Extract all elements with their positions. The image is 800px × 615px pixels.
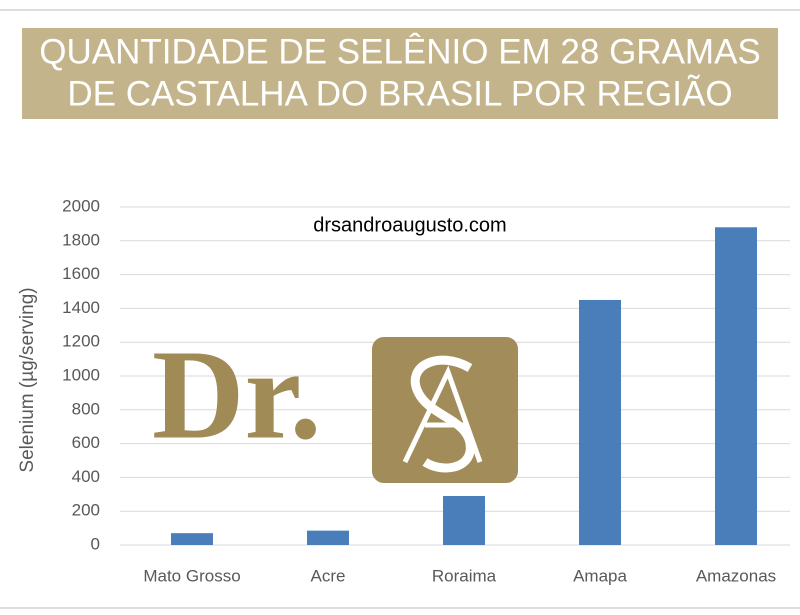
y-tick-label: 1200 (62, 332, 100, 351)
bar (443, 495, 485, 545)
x-tick-label: Amazonas (696, 566, 776, 585)
bar (715, 227, 757, 545)
x-tick-label: Acre (311, 566, 346, 585)
y-tick-label: 1000 (62, 365, 100, 384)
y-tick-label: 600 (72, 433, 100, 452)
y-tick-label: 2000 (62, 196, 100, 215)
y-tick-label: 0 (91, 534, 100, 553)
logo-text: Dr. (152, 323, 322, 465)
chart-title: QUANTIDADE DE SELÊNIO EM 28 GRAMAS (39, 32, 761, 71)
title-banner (22, 28, 778, 119)
x-tick-label: Roraima (432, 566, 497, 585)
y-axis-label: Selenium (µg/serving) (17, 287, 38, 472)
bar (307, 530, 349, 545)
y-tick-label: 800 (72, 399, 100, 418)
y-tick-label: 400 (72, 467, 100, 486)
logo-mark (372, 337, 518, 483)
plot: 0 200 400 600 800 1000 1200 1400 1600 1800 2000 Mat… (62, 196, 790, 585)
y-tick-label: 1800 (62, 230, 100, 249)
bar (171, 533, 213, 545)
watermark: drsandroaugusto.com (313, 214, 506, 236)
chart-title: DE CASTALHA DO BRASIL POR REGIÃO (67, 74, 732, 113)
y-tick-label: 200 (72, 501, 100, 520)
bar (579, 299, 621, 545)
logo-box (372, 337, 518, 483)
x-tick-label: Amapa (573, 566, 627, 585)
y-tick-label: 1400 (62, 298, 100, 317)
logo-s (410, 355, 475, 473)
y-tick-label: 1600 (62, 264, 100, 283)
logo-a (402, 365, 483, 464)
x-tick-label: Mato Grosso (143, 566, 240, 585)
